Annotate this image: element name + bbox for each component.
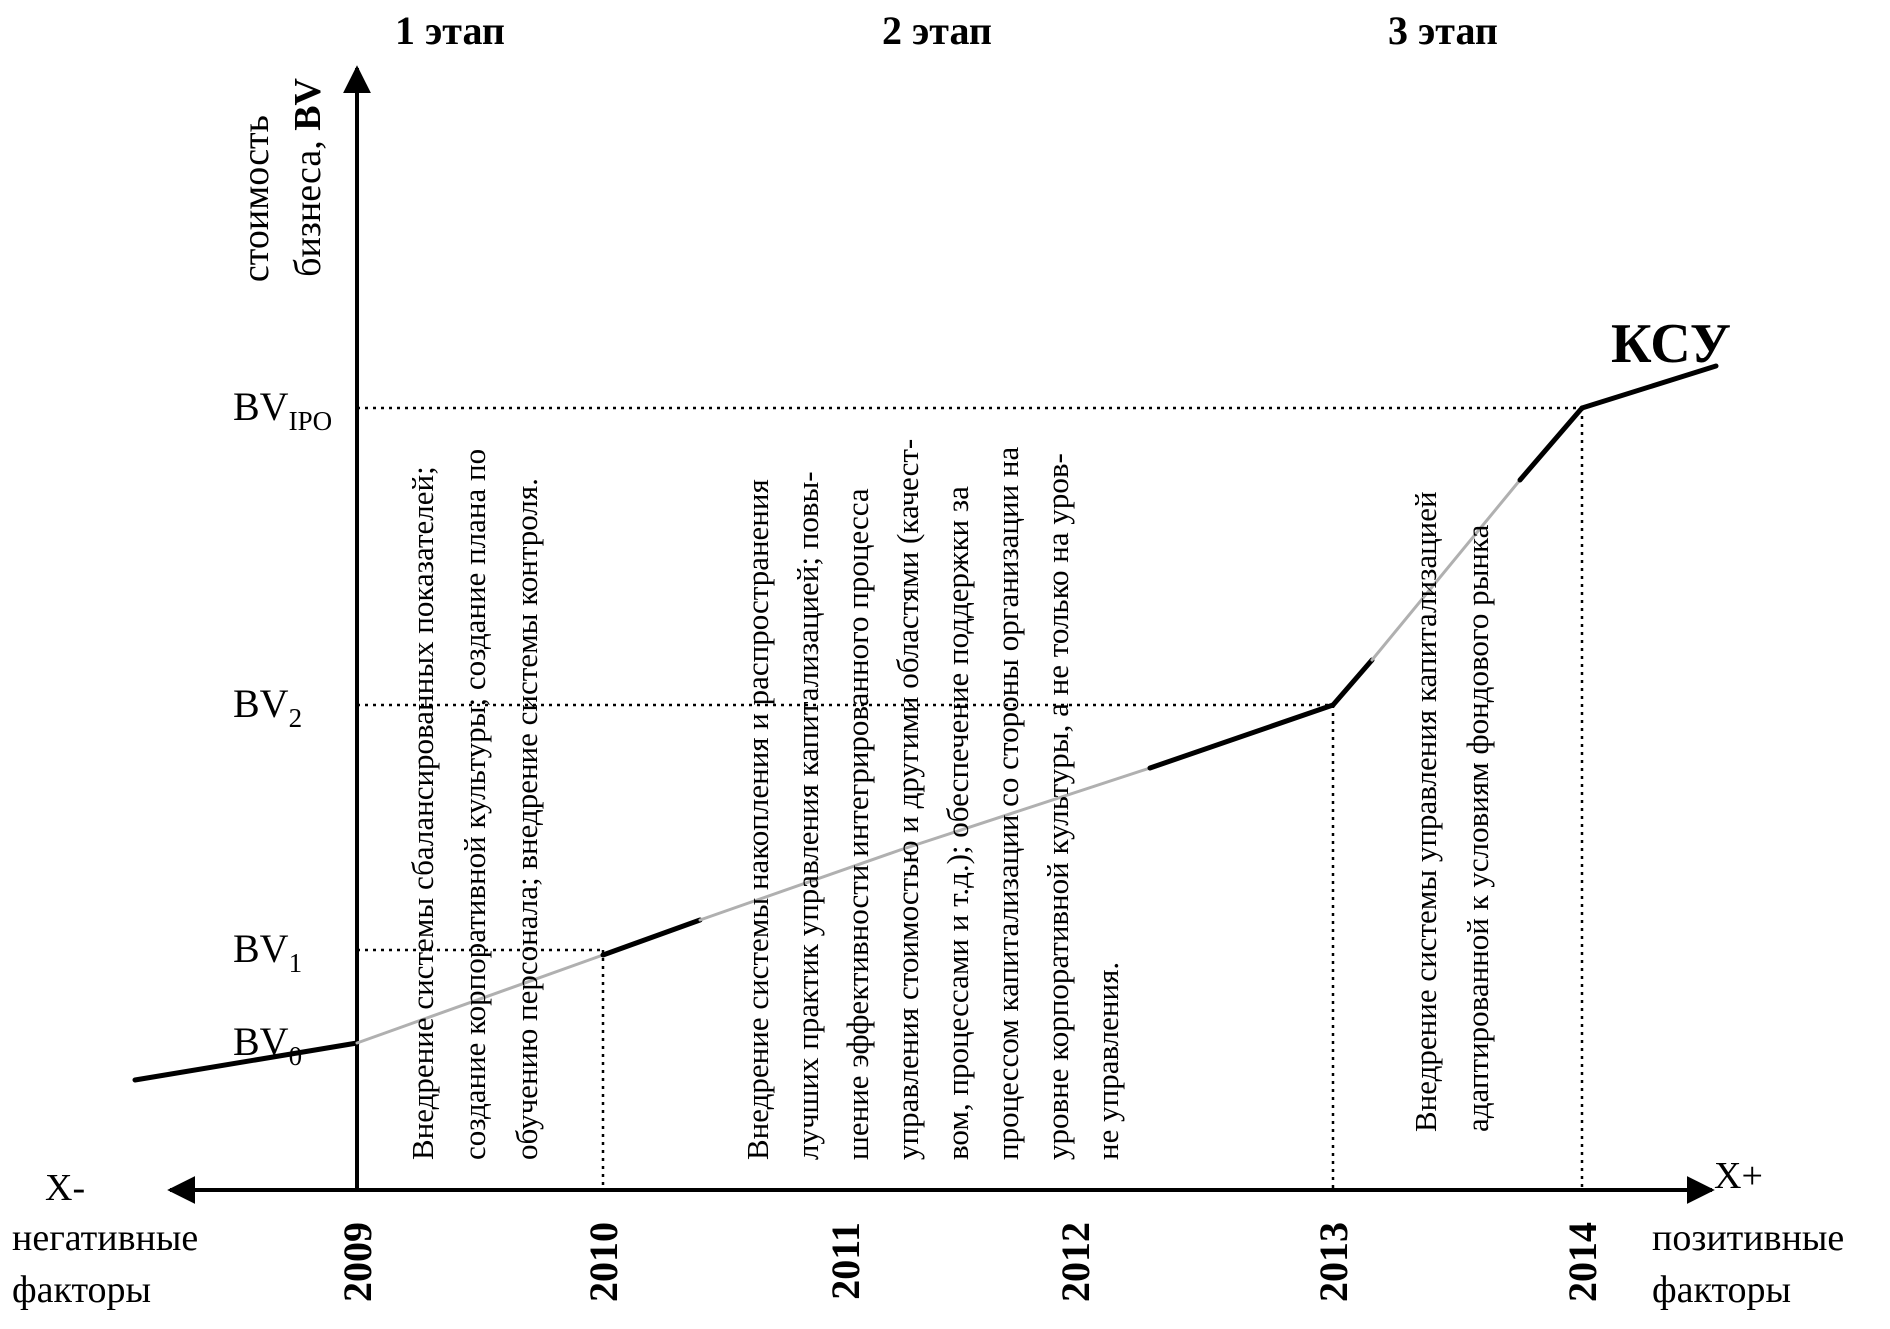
stage-1-text-line: обучению персонала; внедрение системы ко… [509,478,544,1160]
curve-segment [898,766,1152,852]
y-level-subscript: 1 [289,948,303,978]
stage-2-text-line: Внедрение системы накопления и распростр… [740,479,775,1160]
curve-segment [355,953,605,1045]
x-negative-label: X- [45,1167,85,1209]
curve-segment [1330,657,1375,708]
stage-2-text-line: шение эффективности интегрированного про… [840,488,875,1160]
x-tick-label: 2013 [1311,1222,1356,1302]
stage-2-title: 2 этап [882,8,992,53]
y-level-base: BV [233,681,289,726]
ksu-curve [132,363,1719,1083]
y-level-label: BV2 [233,681,302,733]
curve-segment [1370,478,1522,662]
x-tick-label: 2010 [581,1222,626,1302]
y-level-subscript: 2 [289,703,303,733]
y-level-label: BVIPO [233,384,332,436]
x-tick-label: 2009 [335,1222,380,1302]
guide-lines [357,406,1584,1190]
y-level-base: BV [233,1019,289,1064]
y-axis-label-line2: бизнеса, BV [287,77,329,276]
x-negative-symbol: X- [45,1167,85,1209]
y-level-subscript: IPO [289,406,333,436]
stage-2-text-line: лучших практик управления капитализацией… [790,471,825,1160]
curve-segment [1579,363,1719,411]
y-axis-label-prefix: бизнеса, [287,131,329,277]
stage-1-title: 1 этап [395,8,505,53]
stage-1-text-line: создание корпоративной культуры; создани… [457,449,492,1160]
x-tick-labels: 2009 2010 2011 2012 2013 2014 [335,1222,1605,1302]
stage-3-text-line: Внедрение системы управления капитализац… [1408,491,1443,1132]
stage-2-text-line: вом, процессами и т.д.); обеспечение под… [940,486,975,1160]
stage-2-text-line: уровне корпоративной культуры, а не толь… [1040,453,1075,1160]
y-level-label: BV0 [233,1019,302,1071]
stage-3-text-line: адаптированной к условиям фондового рынк… [1460,524,1495,1132]
stage-2-text-line: не управления. [1090,962,1125,1160]
stage-descriptions: Внедрение системы сбалансированных показ… [405,439,1495,1160]
curve-segment [698,848,902,922]
stage-3-title: 3 этап [1388,8,1498,53]
x-tick-label: 2012 [1053,1222,1098,1302]
stage-2-text-line: управления стоимостью и другими областям… [890,439,925,1160]
curve-segment [132,1040,360,1083]
x-tick-label: 2011 [823,1222,868,1300]
x-negative-caption-1: негативные [12,1217,198,1259]
y-level-base: BV [233,384,289,429]
curve-segment [1147,702,1336,771]
curve-segment [600,917,703,958]
y-axis-label-line1: стоимость [235,115,277,282]
curve-segment [1517,405,1585,483]
stage-1-text-line: Внедрение системы сбалансированных показ… [405,466,440,1160]
x-tick-label: 2014 [1560,1222,1605,1302]
x-positive-label: X+ [1714,1155,1763,1197]
x-negative-caption-2: факторы [12,1269,151,1311]
x-positive-caption-2: факторы [1652,1269,1791,1311]
x-positive-caption-1: позитивные [1652,1217,1844,1259]
y-level-label: BV1 [233,926,302,978]
y-level-base: BV [233,926,289,971]
y-level-subscript: 0 [289,1041,303,1071]
stage-2-text-line: процессом капитализации со стороны орган… [990,446,1025,1160]
curve-label: КСУ [1611,313,1731,375]
y-axis-label-bold: BV [287,77,329,130]
